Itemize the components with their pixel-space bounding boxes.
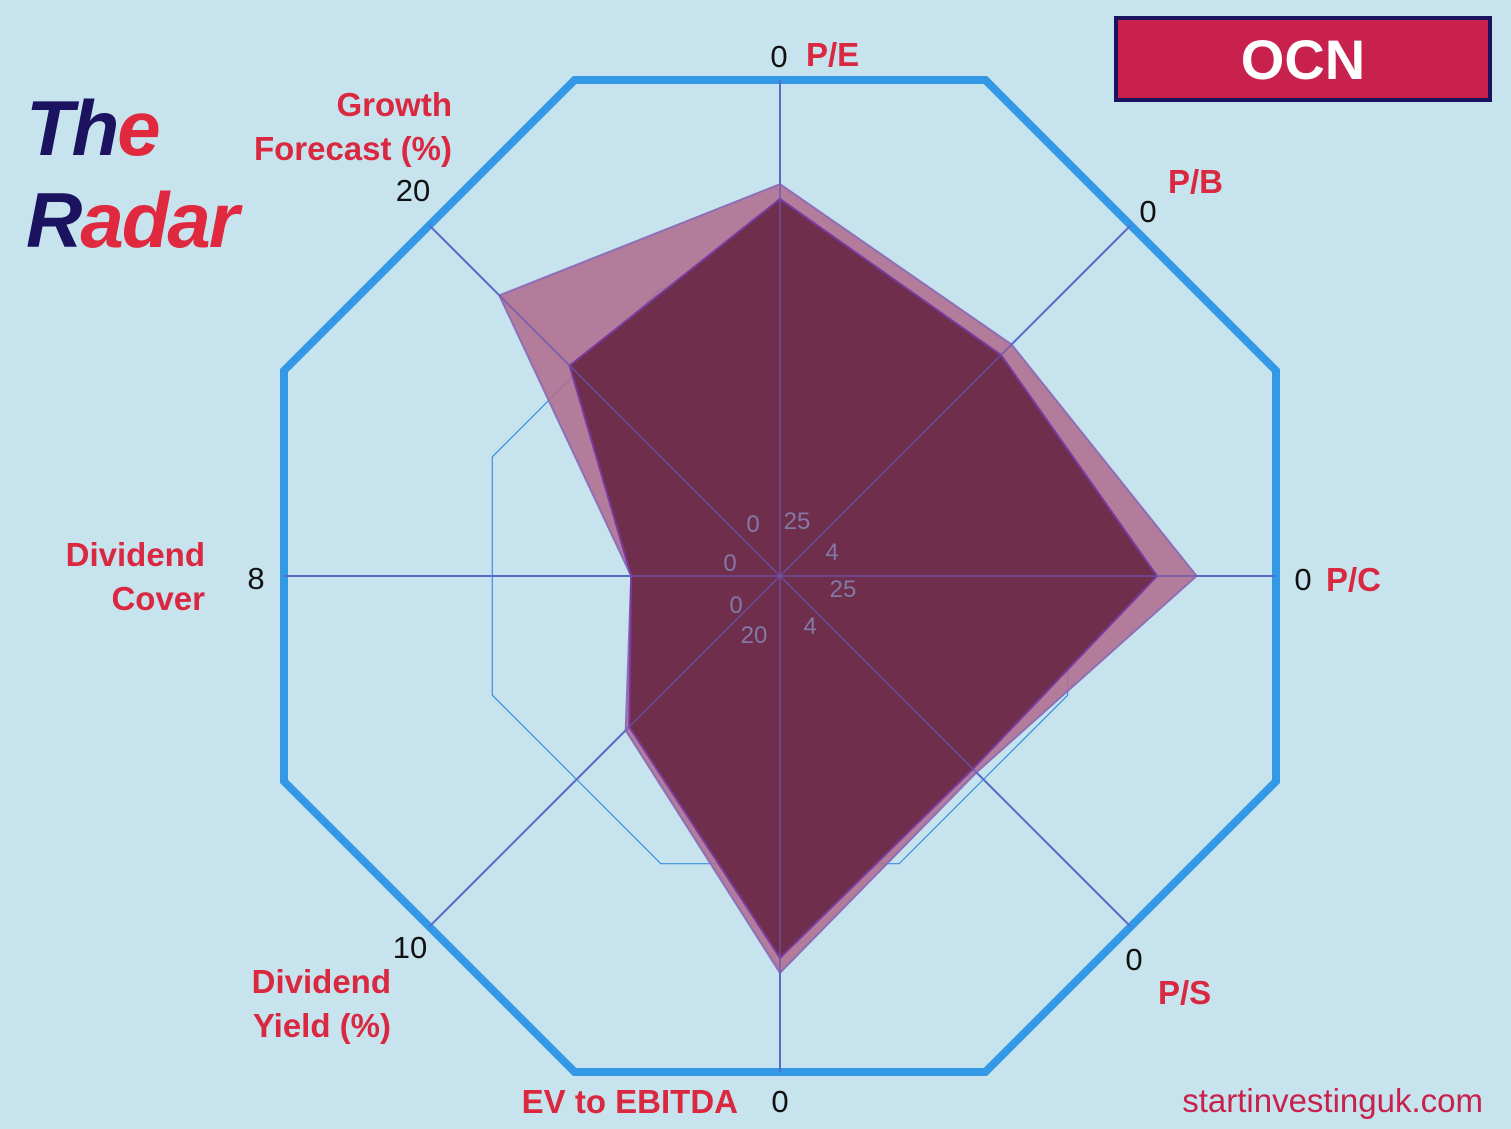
- axis-spoke-overlay: [428, 575, 781, 928]
- axis-title: P/B: [1168, 163, 1223, 200]
- axis-max-label: 0: [1125, 942, 1142, 977]
- axis-spoke-overlay: [428, 224, 781, 577]
- axis-min-label: 4: [825, 539, 838, 566]
- axis-max-label: 0: [1294, 562, 1311, 597]
- axis-title: Forecast (%): [254, 130, 452, 167]
- axis-max-label: 0: [771, 1084, 788, 1119]
- series-sector: [568, 197, 1159, 960]
- site-footer: startinvestinguk.com: [1182, 1082, 1483, 1119]
- axis-min-label: 25: [830, 576, 857, 603]
- axis-title: Growth: [337, 86, 452, 123]
- axis-spoke-overlay: [779, 575, 1132, 928]
- axis-title: P/E: [806, 36, 859, 73]
- logo-text: adar: [80, 176, 239, 264]
- axis-min-label: 0: [746, 511, 759, 538]
- axis-title: Dividend: [66, 536, 205, 573]
- logo-letter: R: [26, 176, 82, 264]
- axis-min-label: 25: [784, 508, 811, 535]
- ticker-label: OCN: [1240, 27, 1366, 91]
- logo-text: e: [117, 84, 160, 172]
- axis-title: P/S: [1158, 974, 1211, 1011]
- logo-letter: Th: [26, 84, 119, 172]
- axis-spoke-overlay: [779, 224, 1132, 577]
- axis-title: Cover: [111, 580, 205, 617]
- axis-title: Yield (%): [253, 1007, 391, 1044]
- axis-max-label: 20: [396, 173, 430, 208]
- axis-title: EV to EBITDA: [522, 1083, 738, 1120]
- axis-title: P/C: [1326, 561, 1381, 598]
- axis-min-label: 0: [723, 550, 736, 577]
- axis-max-label: 0: [770, 39, 787, 74]
- axis-max-label: 8: [247, 561, 264, 596]
- axis-min-label: 0: [729, 592, 742, 619]
- outer-ring: [280, 76, 1280, 1076]
- axis-title: Dividend: [252, 963, 391, 1000]
- axis-max-label: 10: [393, 930, 427, 965]
- ticker-badge: OCN: [1114, 16, 1492, 102]
- axis-max-label: 0: [1139, 194, 1156, 229]
- axis-min-label: 4: [803, 613, 816, 640]
- axis-min-label: 20: [741, 622, 768, 649]
- radar-logo: The Radar: [26, 82, 239, 266]
